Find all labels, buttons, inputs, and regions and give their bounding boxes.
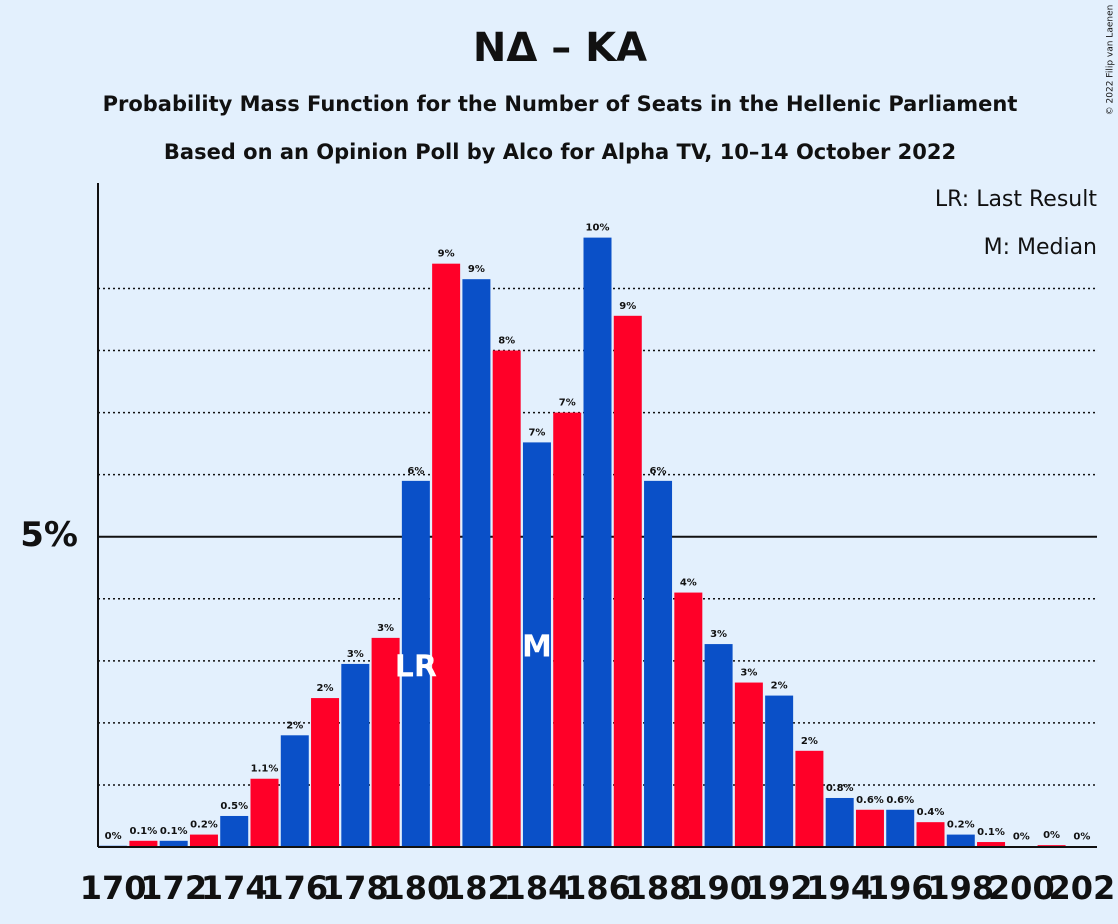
bar [341, 663, 370, 847]
bar [432, 263, 461, 848]
value-label: 4% [680, 578, 697, 589]
bar [704, 644, 733, 847]
x-tick-label: 200 [988, 869, 1055, 907]
bar [280, 735, 309, 847]
chart-title: NΔ – KA [473, 25, 647, 71]
bar [644, 480, 673, 847]
value-label: 2% [801, 736, 818, 747]
chart-subtitle: Based on an Opinion Poll by Alco for Alp… [164, 140, 956, 164]
value-label: 0% [1073, 831, 1090, 842]
value-label: 0.4% [917, 807, 945, 818]
x-tick-label: 172 [140, 869, 207, 907]
bar [977, 842, 1006, 847]
x-tick-label: 194 [806, 869, 873, 907]
bar [492, 350, 521, 847]
value-label: 3% [347, 649, 364, 660]
x-tick-label: 202 [1048, 869, 1115, 907]
value-label: 0.1% [977, 827, 1005, 838]
x-tick-label: 170 [80, 869, 147, 907]
value-label: 1.1% [251, 764, 279, 775]
bar [795, 750, 824, 847]
x-tick-label: 192 [746, 869, 813, 907]
value-label: 0.8% [826, 783, 854, 794]
value-label: 8% [498, 336, 515, 347]
marker-label: M [522, 630, 552, 665]
value-label: 9% [619, 301, 636, 312]
value-label: 9% [468, 264, 485, 275]
bar [613, 315, 642, 847]
bar [189, 834, 218, 847]
x-tick-label: 176 [261, 869, 328, 907]
bar [250, 778, 279, 847]
value-label: 2% [286, 720, 303, 731]
x-tick-label: 178 [322, 869, 389, 907]
value-label: 9% [438, 249, 455, 260]
bar [946, 834, 975, 847]
value-label: 0.6% [886, 795, 914, 806]
bar [401, 480, 430, 847]
bar [220, 815, 249, 847]
value-label: 0.1% [160, 826, 188, 837]
bar [371, 637, 400, 847]
value-label: 0.2% [947, 820, 975, 831]
value-label: 2% [317, 683, 334, 694]
value-label: 7% [559, 398, 576, 409]
bar [159, 840, 188, 847]
value-label: 0% [1043, 830, 1060, 841]
bar [129, 840, 158, 847]
value-label: 7% [528, 427, 545, 438]
x-tick-label: 184 [504, 869, 571, 907]
chart-subtitle: Probability Mass Function for the Number… [103, 92, 1018, 116]
value-label: 2% [771, 681, 788, 692]
value-label: 10% [586, 223, 610, 234]
y-tick-label: 5% [20, 515, 78, 555]
x-tick-label: 198 [927, 869, 994, 907]
bar [916, 822, 945, 847]
bar [765, 695, 794, 847]
legend-note: LR: Last Result [935, 187, 1097, 212]
legend-note: M: Median [984, 235, 1097, 260]
bar [734, 682, 763, 847]
marker-label: LR [395, 650, 437, 685]
x-tick-label: 186 [564, 869, 631, 907]
value-label: 3% [377, 623, 394, 634]
bar [522, 442, 551, 847]
x-tick-label: 182 [443, 869, 510, 907]
value-label: 0% [105, 831, 122, 842]
bar [855, 809, 884, 847]
x-tick-label: 196 [867, 869, 934, 907]
value-label: 0.6% [856, 795, 884, 806]
x-tick-label: 180 [382, 869, 449, 907]
value-label: 0% [1013, 831, 1030, 842]
value-label: 0.1% [130, 826, 158, 837]
bar [583, 237, 612, 847]
x-tick-label: 174 [201, 869, 268, 907]
value-label: 3% [740, 668, 757, 679]
value-label: 3% [710, 629, 727, 640]
bar [825, 797, 854, 847]
bar [462, 279, 491, 848]
value-label: 6% [407, 466, 424, 477]
value-label: 0.5% [220, 801, 248, 812]
bar [311, 698, 340, 847]
x-tick-label: 188 [625, 869, 692, 907]
bar [674, 592, 703, 847]
x-tick-label: 190 [685, 869, 752, 907]
copyright: © 2022 Filip van Laenen [1106, 5, 1116, 116]
value-label: 0.2% [190, 820, 218, 831]
bar [553, 412, 582, 847]
value-label: 6% [650, 466, 667, 477]
bar [886, 809, 915, 847]
